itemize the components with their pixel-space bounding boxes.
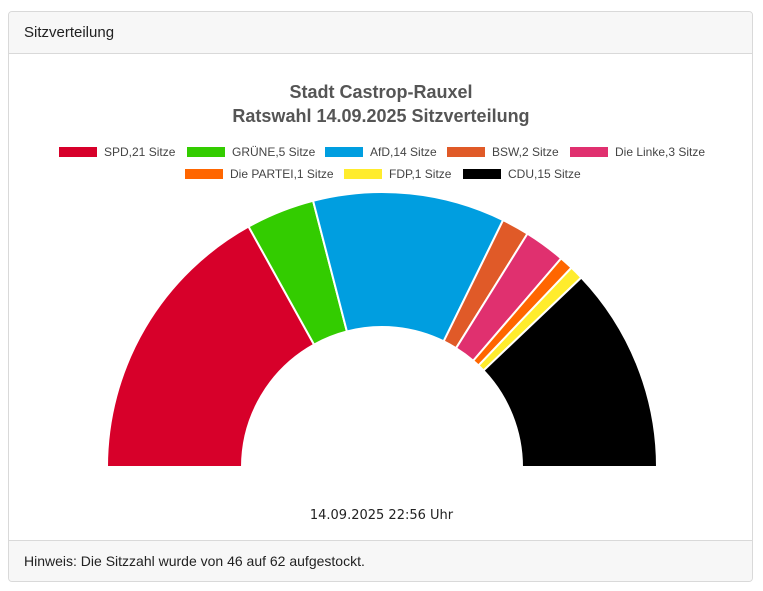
legend-swatch-cdu [463,169,501,179]
legend-swatch-gr-ne [187,147,225,157]
seat-distribution-panel: Sitzverteilung Stadt Castrop-Rauxel Rats… [8,11,753,582]
legend-label-fdp: FDP,1 Sitze [389,167,452,181]
slice-spd [106,225,316,468]
legend-label-spd: SPD,21 Sitze [104,145,176,159]
seat-chart: Stadt Castrop-Rauxel Ratswahl 14.09.2025… [59,82,705,468]
chart-slices [106,191,658,468]
legend-label-bsw: BSW,2 Sitze [492,145,559,159]
legend-label-gr-ne: GRÜNE,5 Sitze [232,145,316,159]
legend-label-die-partei: Die PARTEI,1 Sitze [230,167,334,181]
legend-swatch-fdp [344,169,382,179]
legend-swatch-bsw [447,147,485,157]
panel-footer: Hinweis: Die Sitzzahl wurde von 46 auf 6… [9,540,752,581]
panel-header: Sitzverteilung [9,12,752,54]
legend-label-die-linke: Die Linke,3 Sitze [615,145,705,159]
chart-title-line-1: Stadt Castrop-Rauxel [289,82,472,102]
legend-swatch-die-partei [185,169,223,179]
chart-title-line-2: Ratswahl 14.09.2025 Sitzverteilung [232,106,529,126]
legend-swatch-afd [325,147,363,157]
chart-timestamp: 14.09.2025 22:56 Uhr [309,508,454,523]
legend-swatch-die-linke [570,147,608,157]
legend-label-afd: AfD,14 Sitze [370,145,437,159]
chart-legend: SPD,21 Sitze GRÜNE,5 Sitze AfD,14 Sitze BSW… [59,145,705,181]
legend-swatch-spd [59,147,97,157]
slice-cdu [482,276,658,468]
legend-label-cdu: CDU,15 Sitze [508,167,581,181]
